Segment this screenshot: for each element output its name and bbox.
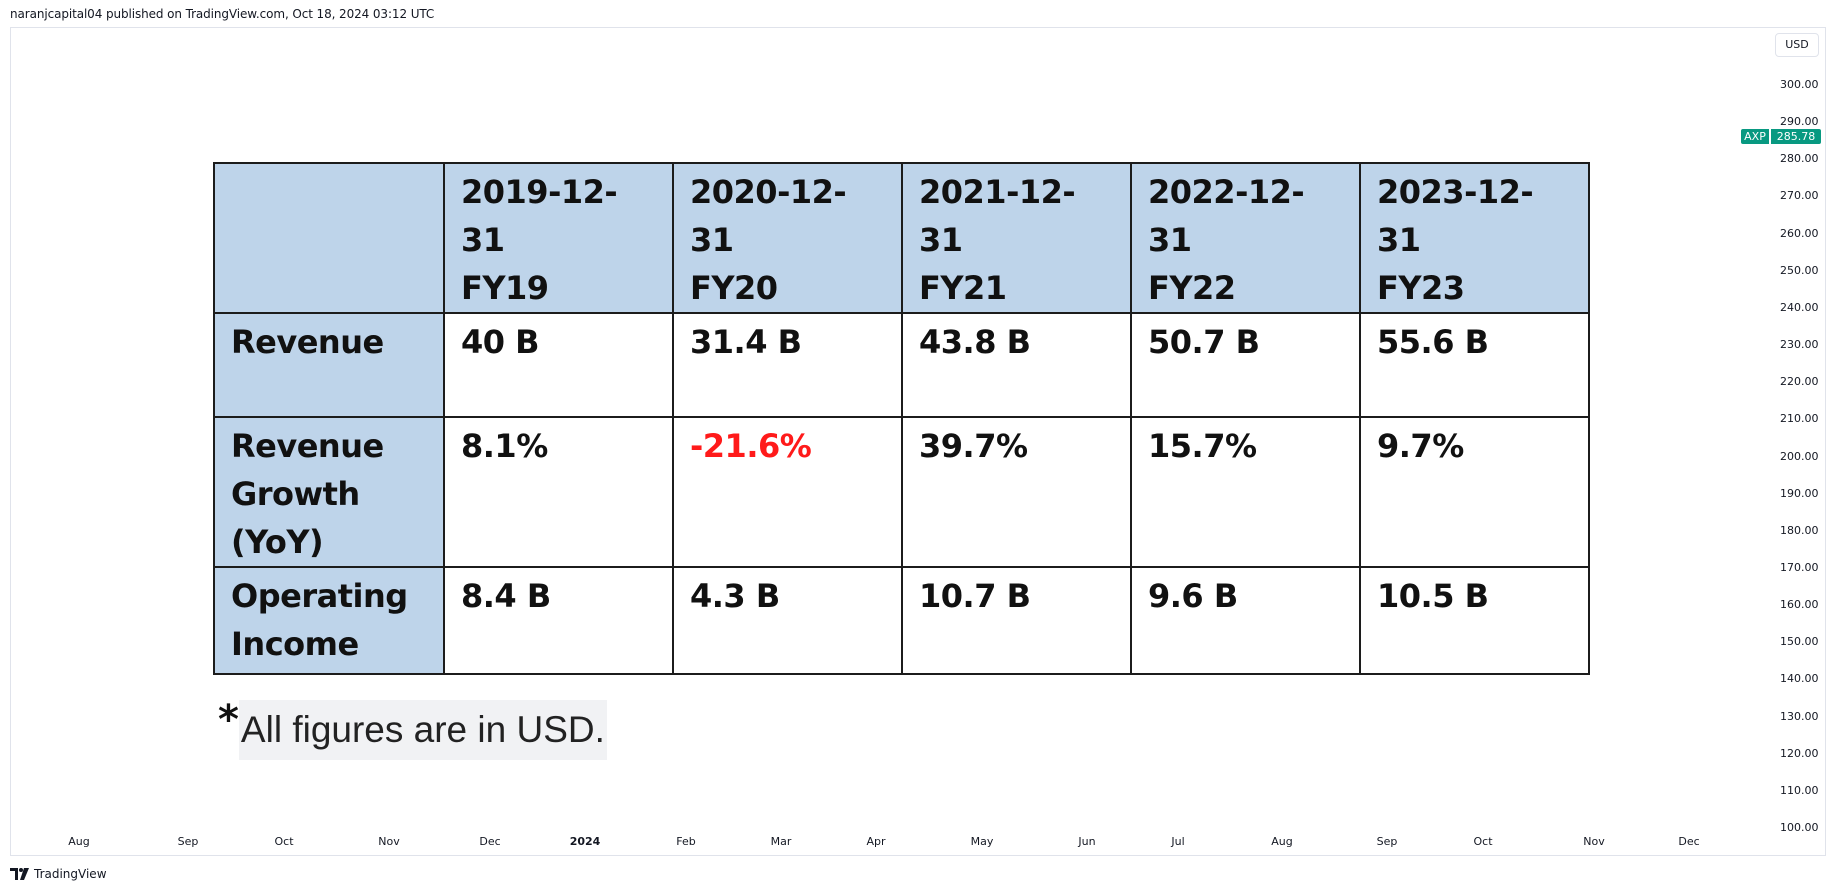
column-header: 2021-12-31 FY21: [901, 162, 1132, 314]
price-tick-label: 280.00: [1780, 152, 1819, 166]
footnote-text: All figures are in USD.: [238, 700, 607, 760]
time-tick-label: Nov: [378, 835, 400, 848]
last-price-label: 285.78: [1771, 129, 1821, 144]
price-tick-label: 190.00: [1780, 486, 1819, 500]
time-tick-label: Jun: [1078, 835, 1096, 848]
time-tick-label: Oct: [274, 835, 294, 848]
column-date: 2021-12-31: [919, 173, 1076, 259]
table-cell: 10.5 B: [1359, 566, 1590, 675]
column-header: 2019-12-31 FY19: [443, 162, 674, 314]
currency-button[interactable]: USD: [1775, 33, 1819, 57]
time-tick-label: Mar: [770, 835, 792, 848]
tradingview-brand[interactable]: TradingView: [10, 866, 107, 882]
price-tick-label: 180.00: [1780, 523, 1819, 537]
column-fiscal-year: FY19: [461, 269, 549, 307]
table-cell: 50.7 B: [1130, 312, 1361, 418]
ticker-symbol-label: AXP: [1741, 129, 1769, 144]
column-fiscal-year: FY21: [919, 269, 1007, 307]
table-cell: 31.4 B: [672, 312, 903, 418]
price-tick-label: 210.00: [1780, 412, 1819, 426]
price-tick-label: 100.00: [1780, 821, 1819, 834]
row-label-line: (YoY): [231, 523, 324, 561]
time-tick-label: May: [970, 835, 994, 848]
time-tick-label: Oct: [1473, 835, 1493, 848]
row-header-revenue-growth: Revenue Growth (YoY): [213, 416, 445, 568]
table-cell: 8.1%: [443, 416, 674, 568]
table-cell: 15.7%: [1130, 416, 1361, 568]
price-tick-label: 240.00: [1780, 300, 1819, 314]
time-tick-label: Dec: [1678, 835, 1700, 848]
column-header: 2020-12-31 FY20: [672, 162, 903, 314]
last-price-badge: AXP 285.78: [1741, 129, 1821, 144]
time-tick-label: Aug: [68, 835, 90, 848]
column-date: 2020-12-31: [690, 173, 847, 259]
table-cell: 9.6 B: [1130, 566, 1361, 675]
price-tick-label: 110.00: [1780, 783, 1819, 797]
column-header: 2023-12-31 FY23: [1359, 162, 1590, 314]
time-tick-label: 2024: [569, 835, 601, 848]
table-cell: 43.8 B: [901, 312, 1132, 418]
time-tick-label: Sep: [177, 835, 199, 848]
table-header-row: 2019-12-31 FY19 2020-12-31 FY20 2021-12-31…: [213, 162, 1590, 314]
table-cell: 9.7%: [1359, 416, 1590, 568]
column-date: 2019-12-31: [461, 173, 618, 259]
column-fiscal-year: FY23: [1377, 269, 1465, 307]
row-label-line: Growth: [231, 475, 360, 513]
price-tick-label: 130.00: [1780, 709, 1819, 723]
price-tick-label: 200.00: [1780, 449, 1819, 463]
column-header: 2022-12-31 FY22: [1130, 162, 1361, 314]
price-tick-label: 290.00: [1780, 115, 1819, 129]
table-cell: 10.7 B: [901, 566, 1132, 675]
publish-caption: naranjcapital04 published on TradingView…: [10, 7, 435, 21]
price-tick-label: 250.00: [1780, 263, 1819, 277]
column-fiscal-year: FY20: [690, 269, 778, 307]
row-label-line: Operating: [231, 577, 408, 615]
price-tick-label: 260.00: [1780, 226, 1819, 240]
table-row: Revenue 40 B 31.4 B 43.8 B 50.7 B 55.6 B: [213, 312, 1590, 418]
time-tick-label: Nov: [1583, 835, 1605, 848]
price-tick-label: 160.00: [1780, 598, 1819, 612]
price-tick-label: 230.00: [1780, 338, 1819, 352]
row-label-line: Revenue: [231, 427, 384, 465]
brand-label: TradingView: [34, 867, 107, 881]
table-cell-negative: -21.6%: [672, 416, 903, 568]
time-tick-label: Sep: [1376, 835, 1398, 848]
tradingview-logo-icon: [10, 868, 29, 880]
time-tick-label: Apr: [866, 835, 886, 848]
financials-table: 2019-12-31 FY19 2020-12-31 FY20 2021-12-31…: [213, 162, 1590, 675]
table-row: Operating Income 8.4 B 4.3 B 10.7 B 9.6 …: [213, 566, 1590, 675]
price-tick-label: 220.00: [1780, 375, 1819, 389]
column-date: 2022-12-31: [1148, 173, 1305, 259]
row-label-line: Income: [231, 625, 359, 663]
table-row: Revenue Growth (YoY) 8.1% -21.6% 39.7% 1…: [213, 416, 1590, 568]
table-cell: 40 B: [443, 312, 674, 418]
table-cell: 39.7%: [901, 416, 1132, 568]
row-header-revenue: Revenue: [213, 312, 445, 418]
price-tick-label: 300.00: [1780, 78, 1819, 91]
price-tick-label: 120.00: [1780, 746, 1819, 760]
column-fiscal-year: FY22: [1148, 269, 1236, 307]
time-tick-label: Dec: [479, 835, 501, 848]
table-cell: 4.3 B: [672, 566, 903, 675]
row-label-line: Revenue: [231, 323, 384, 361]
table-corner-cell: [213, 162, 445, 314]
price-tick-label: 270.00: [1780, 189, 1819, 203]
table-cell: 55.6 B: [1359, 312, 1590, 418]
column-date: 2023-12-31: [1377, 173, 1534, 259]
time-tick-label: Jul: [1171, 835, 1185, 848]
footnote: * All figures are in USD.: [218, 697, 607, 762]
time-tick-label: Feb: [676, 835, 696, 848]
chart-pane[interactable]: [10, 27, 1826, 856]
price-tick-label: 170.00: [1780, 560, 1819, 574]
footnote-asterisk: *: [218, 697, 239, 743]
price-tick-label: 140.00: [1780, 672, 1819, 686]
table-cell: 8.4 B: [443, 566, 674, 675]
row-header-operating-income: Operating Income: [213, 566, 445, 675]
price-tick-label: 150.00: [1780, 635, 1819, 649]
time-tick-label: Aug: [1271, 835, 1293, 848]
